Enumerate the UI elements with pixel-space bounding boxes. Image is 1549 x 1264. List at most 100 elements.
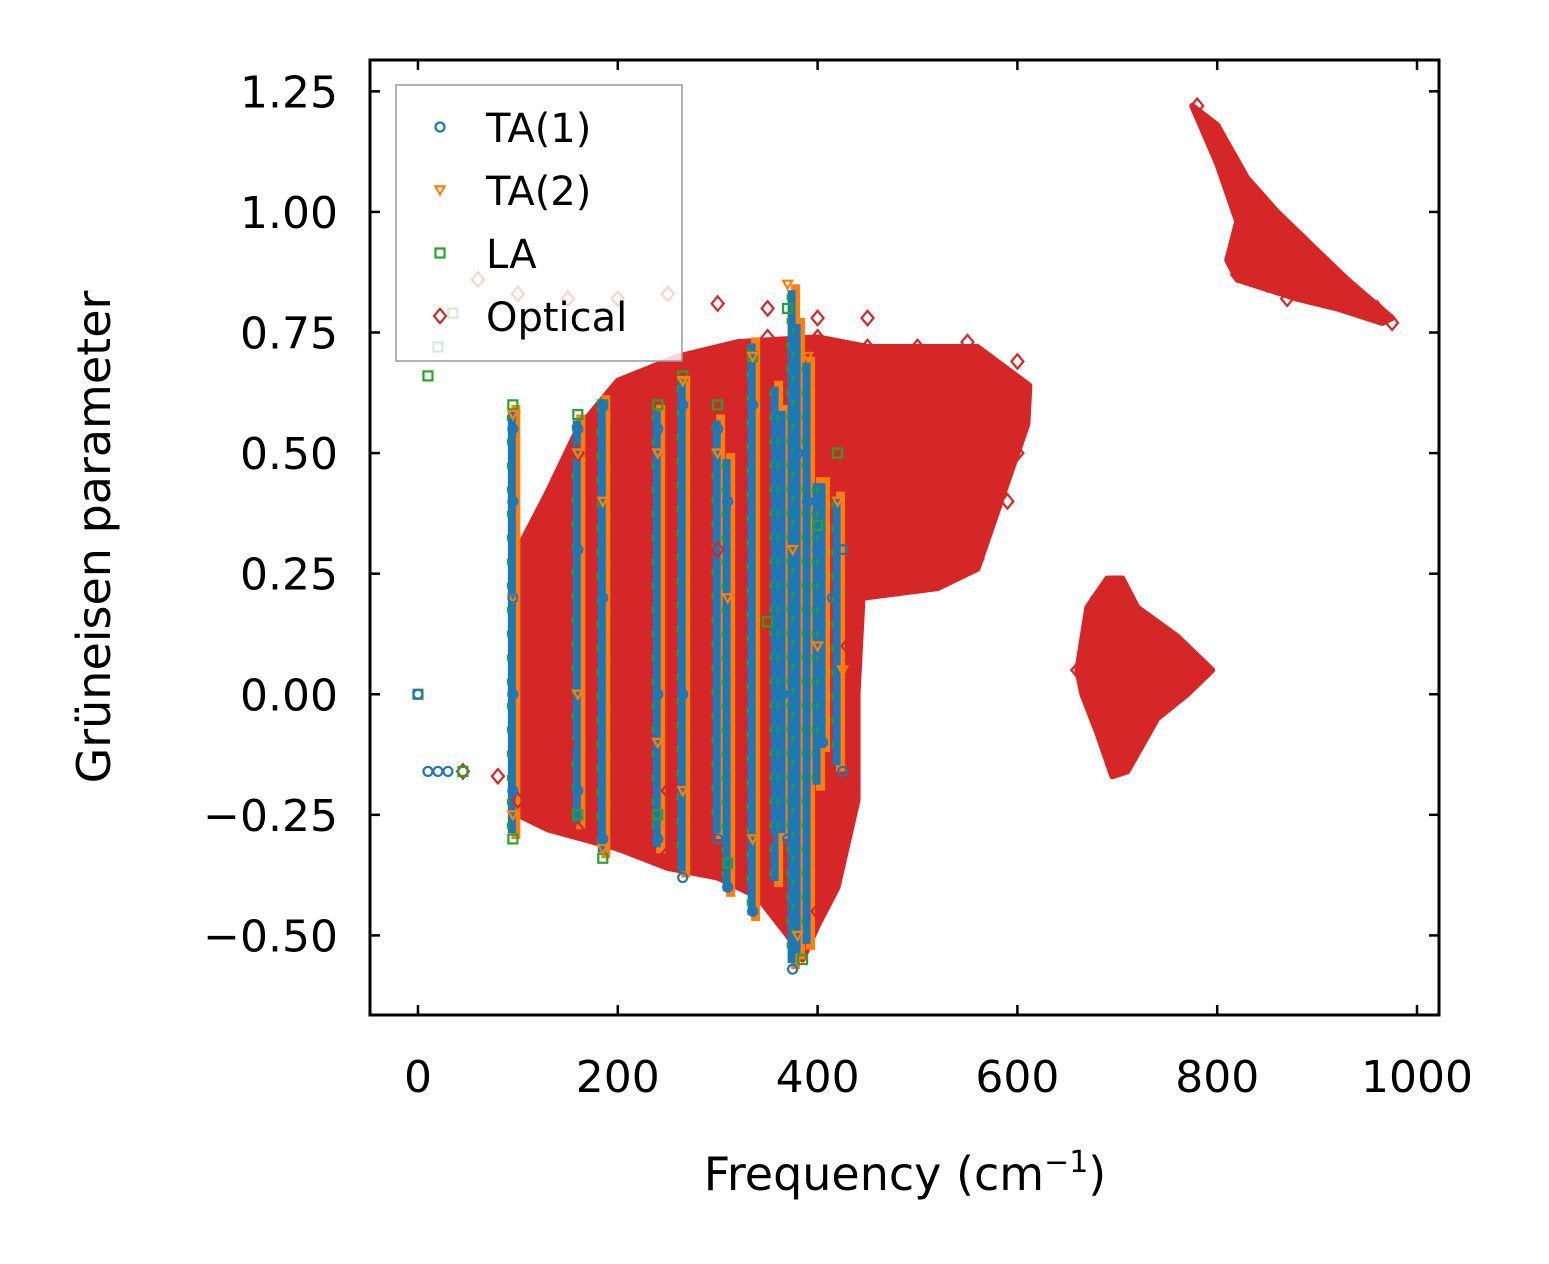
data-point <box>677 688 689 700</box>
data-point <box>572 423 584 435</box>
data-point <box>422 370 434 382</box>
data-point <box>910 338 925 356</box>
data-point <box>1269 227 1285 245</box>
data-point <box>597 399 609 411</box>
data-point <box>1259 275 1275 294</box>
legend-marker <box>432 307 448 325</box>
x-tick-label: 1000 <box>1361 1052 1473 1103</box>
data-point <box>1169 661 1185 680</box>
data-point <box>781 279 794 292</box>
x-tick-label: 600 <box>975 1052 1059 1103</box>
data-point <box>1109 579 1125 598</box>
data-point <box>1149 627 1165 646</box>
data-point <box>596 496 610 509</box>
data-point <box>836 543 849 556</box>
data-point <box>422 765 434 778</box>
data-point <box>960 333 975 352</box>
data-point <box>506 810 520 822</box>
data-point <box>721 593 735 605</box>
data-point <box>1009 395 1025 414</box>
data-point <box>572 809 584 821</box>
data-point <box>836 765 849 778</box>
data-point <box>722 495 734 507</box>
y-tick-label: 0.25 <box>240 550 338 601</box>
data-point <box>507 399 519 411</box>
data-point <box>786 544 799 557</box>
data-point <box>1089 588 1105 607</box>
data-point <box>746 351 760 364</box>
data-point <box>890 579 905 598</box>
y-axis-ticks: −0.50 −0.25 0.00 0.25 0.50 0.75 1.00 1.25 <box>203 67 1439 962</box>
data-point <box>712 423 724 435</box>
data-point <box>507 833 519 845</box>
data-point <box>1369 299 1385 318</box>
data-point <box>910 492 925 511</box>
data-point <box>710 858 726 877</box>
data-point <box>860 338 875 356</box>
data-point <box>760 830 776 848</box>
x-tick-label: 400 <box>776 1052 860 1103</box>
data-point <box>540 805 556 824</box>
data-point <box>507 495 519 507</box>
data-point <box>747 905 759 917</box>
legend-label: TA(1) <box>485 106 591 152</box>
data-point <box>412 688 424 700</box>
data-point <box>960 395 975 414</box>
data-point <box>830 781 845 800</box>
data-point <box>652 688 664 700</box>
x-tick-label: 800 <box>1175 1052 1259 1103</box>
data-point <box>1129 709 1145 728</box>
data-point <box>660 844 676 863</box>
data-point <box>722 857 734 869</box>
data-point <box>810 328 826 347</box>
legend-marker <box>434 247 446 259</box>
y-tick-label: 0.00 <box>240 670 338 721</box>
data-point <box>507 785 519 797</box>
data-point <box>1279 289 1295 308</box>
x-axis-label-superscript: −1 <box>1044 1145 1088 1180</box>
data-point <box>860 371 875 390</box>
data-point <box>1309 275 1325 294</box>
data-point <box>860 444 875 463</box>
data-point <box>1109 757 1125 776</box>
data-point <box>840 637 855 655</box>
legend-entry-optical: Optical <box>432 295 627 341</box>
data-point <box>530 685 546 704</box>
data-point <box>791 930 804 943</box>
data-point <box>712 833 724 845</box>
legend-items: TA(1) TA(2) LA Optical <box>432 106 627 341</box>
data-point <box>762 616 774 628</box>
data-point <box>1209 130 1225 149</box>
data-point <box>651 737 665 750</box>
data-point <box>540 540 556 559</box>
data-point <box>910 444 925 463</box>
y-tick-label: 0.75 <box>240 309 338 360</box>
legend: TA(1) TA(2) LA Optical <box>395 84 683 362</box>
plot-frame <box>368 58 1441 1017</box>
data-point <box>660 371 676 390</box>
x-axis-label: Frequency (cm−1) <box>704 1145 1107 1201</box>
optical-high-cloud <box>1189 102 1396 326</box>
x-tick-label: 200 <box>576 1052 660 1103</box>
data-point <box>1384 313 1400 332</box>
y-tick-label: −0.25 <box>203 791 338 842</box>
data-point <box>1229 265 1245 284</box>
data-point <box>810 902 826 921</box>
data-point <box>457 765 469 778</box>
data-point <box>712 399 724 411</box>
x-tick-label: 0 <box>404 1052 432 1103</box>
data-point <box>782 833 794 845</box>
data-point <box>571 448 585 460</box>
data-point <box>677 871 689 884</box>
data-point <box>660 781 676 800</box>
data-point <box>1189 96 1205 115</box>
data-point <box>710 540 726 559</box>
data-point <box>572 543 584 556</box>
data-point <box>787 963 799 975</box>
data-point <box>831 496 844 509</box>
y-axis-label: Grüneisen parameter <box>67 290 121 783</box>
data-point <box>677 399 689 411</box>
data-point <box>596 843 610 856</box>
y-tick-label: −0.50 <box>203 911 338 962</box>
data-point <box>676 376 690 388</box>
